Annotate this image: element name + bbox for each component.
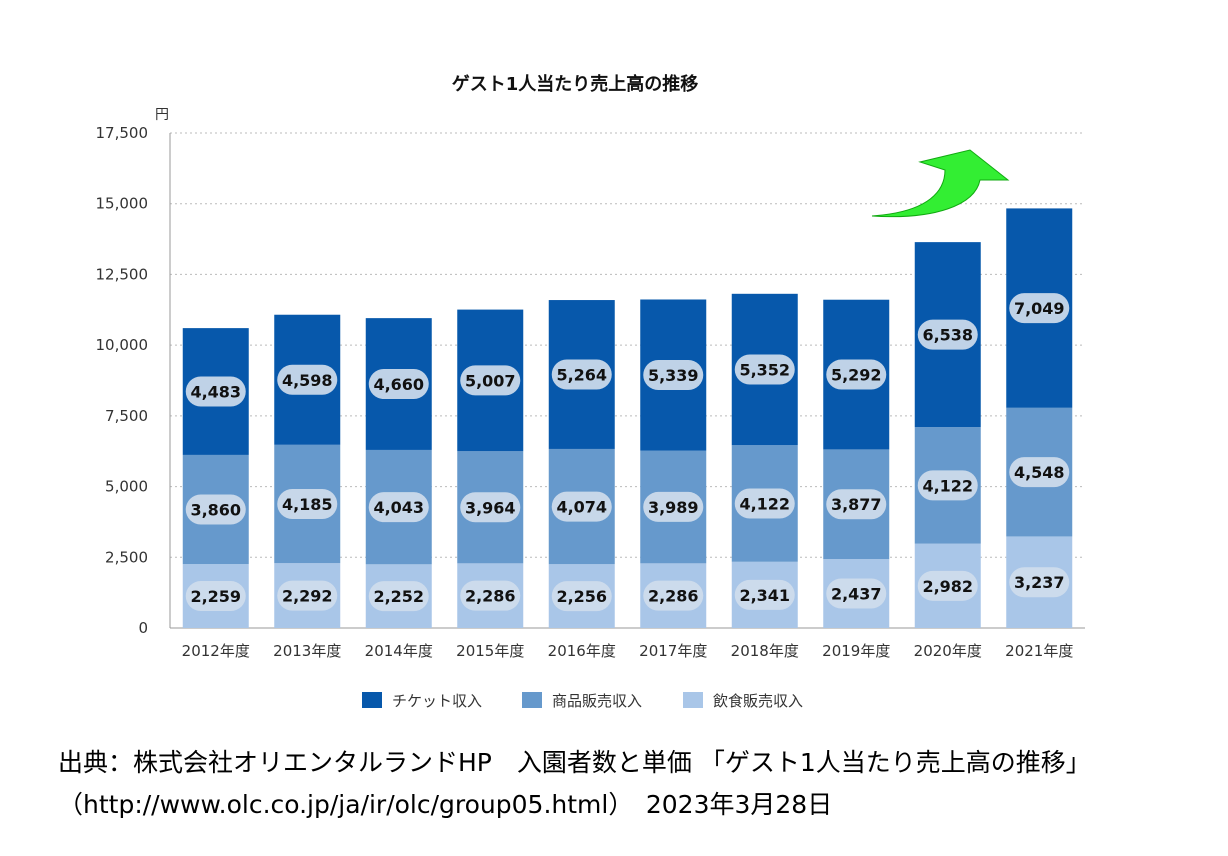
data-label: 5,292 [831,366,882,385]
data-label-pill [826,359,887,390]
y-tick-label: 15,000 [96,195,149,213]
data-label: 7,049 [1014,299,1065,318]
y-tick-label: 2,500 [105,548,148,566]
data-label-pill [368,369,429,400]
data-label-pill [734,579,795,610]
data-label: 2,982 [922,577,973,596]
data-label-pill [460,492,521,523]
data-label: 2,286 [465,587,516,606]
data-label: 4,043 [373,498,424,517]
data-label-pill [551,581,612,612]
data-label: 4,483 [190,383,241,402]
data-label: 3,989 [648,498,699,517]
data-label-pill [917,470,978,501]
data-label: 4,598 [282,371,333,390]
data-label-pill [826,578,887,609]
x-tick-label: 2020年度 [914,642,982,660]
data-label-pill [551,359,612,390]
data-label-pill [917,319,978,350]
data-label: 5,007 [465,371,516,390]
data-label: 4,122 [922,476,973,495]
data-label-pill [643,491,704,522]
y-axis-ticks: 0 2,500 5,000 7,500 10,000 12,500 15,000 17,500 [96,124,149,637]
y-axis-unit: 円 [155,107,169,123]
legend-label: 飲食販売収入 [713,692,803,710]
bars: 2,259 3,860 4,483 2,292 4,185 4,598 2,252 4,043… [182,208,1073,628]
data-label-pill [185,581,246,612]
data-label: 4,122 [739,494,790,513]
data-label: 2,437 [831,585,882,604]
legend-swatch [522,692,542,708]
stacked-bar-chart: ゲスト1人当たり売上高の推移 円 0 2,500 5,000 7,500 10,000 1… [96,73,1085,710]
x-tick-label: 2019年度 [822,642,890,660]
legend-swatch [683,692,703,708]
x-tick-label: 2021年度 [1005,642,1073,660]
data-label: 2,292 [282,587,333,606]
data-label-pill [185,494,246,525]
legend: チケット収入 商品販売収入 飲食販売収入 [362,692,803,710]
data-label-pill [643,359,704,390]
data-label-pill [551,491,612,522]
data-label-pill [368,581,429,612]
y-tick-label: 17,500 [96,124,149,142]
data-label-pill [460,365,521,396]
data-label-pill [277,364,338,395]
legend-swatch [362,692,382,708]
x-tick-label: 2016年度 [548,642,616,660]
data-label-pill [1009,293,1070,324]
x-tick-label: 2014年度 [365,642,433,660]
data-label-pill [460,580,521,611]
source-citation-line2: （http://www.olc.co.jp/ja/ir/olc/group05.… [58,790,833,819]
data-label-pill [917,570,978,601]
data-label-pill [734,354,795,385]
data-label: 2,252 [373,587,424,606]
data-label: 2,286 [648,587,699,606]
data-label: 4,548 [1014,463,1065,482]
source-citation-line1: 出典：株式会社オリエンタルランドHP 入園者数と単価 「ゲスト1人当たり売上高の… [58,748,1091,777]
legend-label: チケット収入 [392,692,482,710]
data-label-pill [1009,457,1070,488]
data-label-pill [277,580,338,611]
data-label: 3,860 [190,501,241,520]
data-label-pill [277,488,338,519]
data-label-pill [643,580,704,611]
y-tick-label: 5,000 [105,478,148,496]
x-tick-label: 2015年度 [456,642,524,660]
data-label: 3,877 [831,495,882,514]
data-label-pill [1009,567,1070,598]
y-tick-label: 10,000 [96,336,149,354]
legend-label: 商品販売収入 [552,692,642,710]
data-label: 2,256 [556,587,607,606]
y-tick-label: 0 [138,619,148,637]
y-tick-label: 7,500 [105,407,148,425]
data-label-pill [368,492,429,523]
data-label-pill [185,376,246,407]
x-tick-label: 2012年度 [182,642,250,660]
x-tick-label: 2018年度 [731,642,799,660]
data-label: 4,074 [556,498,607,517]
data-label: 2,259 [190,587,241,606]
chart-title: ゲスト1人当たり売上高の推移 [452,73,699,95]
data-label: 4,185 [282,495,333,514]
up-arrow-icon [871,149,1010,218]
data-label: 3,964 [465,498,516,517]
data-label: 5,264 [556,366,607,385]
data-label: 4,660 [373,375,424,394]
x-tick-label: 2013年度 [273,642,341,660]
data-label-pill [826,489,887,520]
x-axis-ticks: 2012年度 2013年度 2014年度 2015年度 2016年度 2017年度 2018… [182,642,1074,660]
data-label-pill [734,488,795,519]
data-label: 5,339 [648,366,699,385]
data-label: 3,237 [1014,573,1065,592]
data-label: 2,341 [739,586,790,605]
data-label: 5,352 [739,360,790,379]
y-tick-label: 12,500 [96,265,149,283]
x-tick-label: 2017年度 [639,642,707,660]
data-label: 6,538 [922,326,973,345]
